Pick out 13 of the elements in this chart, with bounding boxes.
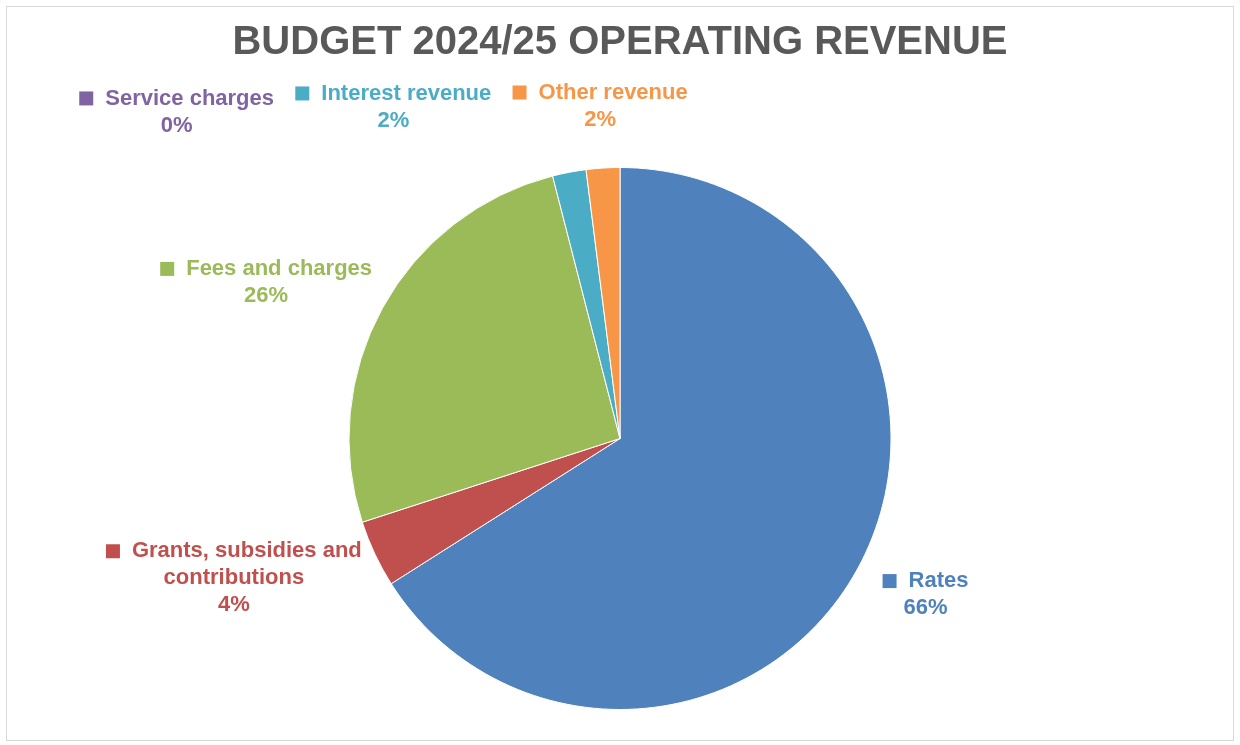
text: 0% <box>160 111 193 137</box>
data-label: 2% <box>584 105 617 131</box>
data-label: 2% <box>377 106 410 132</box>
chart-title: BUDGET 2024/25 OPERATING REVENUE <box>232 18 1008 63</box>
data-label: 4% <box>217 591 250 617</box>
legend-label: Interest revenue <box>321 79 492 105</box>
data-label: 66% <box>903 594 948 620</box>
legend-label: Fees and charges <box>186 254 373 280</box>
legend-label: Grants, subsidies and contributions <box>131 537 362 590</box>
legend-label: Rates <box>908 567 969 593</box>
data-label: 26% <box>244 281 289 307</box>
legend-label: Other revenue <box>538 78 688 104</box>
legend-label: Service charges <box>105 84 275 110</box>
